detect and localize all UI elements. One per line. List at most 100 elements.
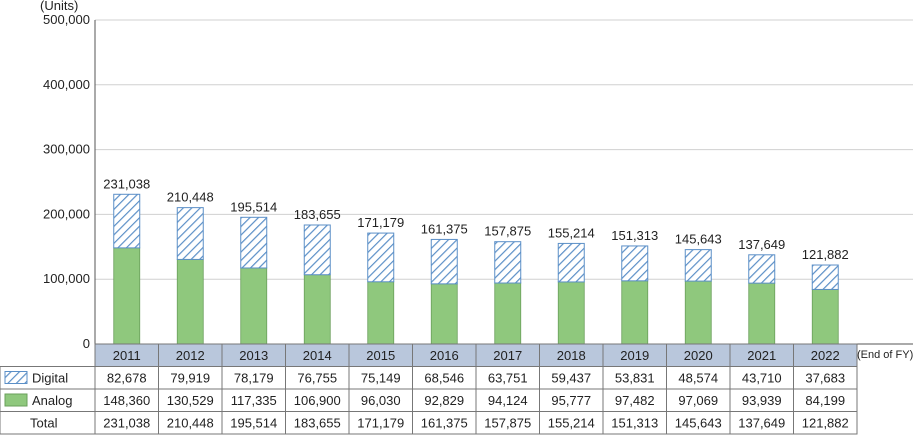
table-cell-total: 145,643 [675, 416, 722, 431]
table-cell-analog: 97,069 [678, 393, 718, 408]
table-cell-total: 161,375 [421, 416, 468, 431]
category-label: 2017 [493, 348, 522, 363]
bar-analog-2015 [367, 281, 395, 345]
table-cell-total: 157,875 [484, 416, 531, 431]
table-cell-analog: 95,777 [551, 393, 591, 408]
total-label-2017: 157,875 [484, 224, 531, 239]
table-cell-digital: 63,751 [488, 371, 528, 386]
bar-digital-2021 [748, 254, 776, 284]
y-unit-label: (Units) [40, 0, 78, 13]
bar-digital-2022 [811, 264, 839, 290]
bar-digital-2015 [367, 232, 395, 283]
bar-digital-2011 [113, 193, 141, 249]
bar-digital-2017 [494, 241, 522, 284]
data-table: 2011 2012 2013 2014 2015 2016 2017 2018 2019 2020… [0, 343, 858, 435]
legend-label-analog: Analog [32, 393, 72, 408]
table-cell-digital: 43,710 [742, 371, 782, 386]
table-cell-analog: 96,030 [361, 393, 401, 408]
table-cell-total: 195,514 [230, 416, 277, 431]
y-tick-label: 400,000 [43, 77, 90, 92]
table-cell-digital: 48,574 [678, 371, 718, 386]
total-label-2011: 231,038 [103, 176, 150, 191]
table-cell-total: 210,448 [167, 416, 214, 431]
bar-digital-2019 [621, 245, 649, 282]
category-label: 2014 [303, 348, 332, 363]
table-cell-digital: 68,546 [424, 371, 464, 386]
bars [113, 193, 839, 345]
bar-analog-2014 [303, 274, 331, 345]
bar-analog-2022 [811, 289, 839, 345]
bar-digital-2018 [557, 242, 585, 283]
bar-digital-2012 [176, 207, 204, 260]
bar-analog-2019 [621, 280, 649, 345]
total-label-2021: 137,649 [738, 237, 785, 252]
table-cell-digital: 79,919 [170, 371, 210, 386]
total-label-2019: 151,313 [611, 228, 658, 243]
category-label: 2019 [620, 348, 649, 363]
total-label-2014: 183,655 [294, 207, 341, 222]
total-label-2016: 161,375 [421, 221, 468, 236]
table-cell-digital: 75,149 [361, 371, 401, 386]
table-cell-total: 121,882 [802, 416, 849, 431]
x-suffix-label: (End of FY) [857, 349, 913, 361]
category-label: 2018 [557, 348, 586, 363]
y-tick-label: 0 [83, 336, 90, 351]
y-tick-label: 100,000 [43, 271, 90, 286]
y-axis-ticks: 0 100,000 200,000 300,000 400,000 500,000 [43, 12, 90, 351]
bar-analog-2013 [240, 267, 268, 345]
total-label-2022: 121,882 [802, 247, 849, 262]
legend-swatch-digital [4, 371, 28, 384]
bar-analog-2021 [748, 282, 776, 345]
table-cell-analog: 117,335 [231, 393, 277, 408]
bar-analog-2017 [494, 282, 522, 345]
table-cell-total: 183,655 [294, 416, 341, 431]
table-cell-total: 155,214 [548, 416, 595, 431]
total-label-2012: 210,448 [167, 190, 214, 205]
category-label: 2022 [811, 348, 840, 363]
category-label: 2021 [747, 348, 776, 363]
table-cell-digital: 76,755 [297, 371, 337, 386]
table-cell-total: 231,038 [103, 416, 150, 431]
category-label: 2020 [684, 348, 713, 363]
table-cell-analog: 94,124 [488, 393, 528, 408]
table-cell-analog: 130,529 [167, 393, 214, 408]
category-label: 2016 [430, 348, 459, 363]
y-tick-label: 500,000 [43, 12, 90, 27]
y-tick-label: 200,000 [43, 206, 90, 221]
table-cell-total: 137,649 [738, 416, 785, 431]
table-cell-analog: 84,199 [805, 393, 845, 408]
table-cell-analog: 106,900 [294, 393, 341, 408]
bar-digital-2020 [684, 249, 712, 282]
table-cell-digital: 37,683 [805, 371, 845, 386]
category-label: 2012 [176, 348, 205, 363]
table-cell-digital: 59,437 [551, 371, 591, 386]
bar-analog-2018 [557, 281, 585, 345]
total-labels: 231,038 210,448 195,514 183,655 171,179 161,3… [103, 176, 849, 262]
total-label-2020: 145,643 [675, 232, 722, 247]
table-cell-total: 171,179 [357, 416, 404, 431]
table-cell-digital: 78,179 [234, 371, 274, 386]
total-label-2015: 171,179 [357, 215, 404, 230]
table-cell-analog: 97,482 [615, 393, 655, 408]
bar-analog-2012 [176, 259, 204, 345]
table-cell-analog: 93,939 [742, 393, 782, 408]
total-label-2018: 155,214 [548, 225, 595, 240]
bar-digital-2013 [240, 216, 268, 269]
category-label: 2015 [366, 348, 395, 363]
table-cell-digital: 82,678 [107, 371, 147, 386]
table-cell-analog: 148,360 [103, 393, 150, 408]
bar-digital-2014 [303, 224, 331, 276]
bar-digital-2016 [430, 238, 458, 285]
legend-label-digital: Digital [32, 371, 68, 386]
table-cell-analog: 92,829 [424, 393, 464, 408]
bar-analog-2020 [684, 280, 712, 345]
category-label: 2011 [113, 348, 141, 363]
bar-analog-2016 [430, 283, 458, 345]
category-label: 2013 [239, 348, 268, 363]
table-cell-digital: 53,831 [615, 371, 655, 386]
y-tick-label: 300,000 [43, 142, 90, 157]
legend-swatch-analog [4, 393, 28, 407]
table-cell-total: 151,313 [611, 416, 658, 431]
bar-analog-2011 [113, 247, 141, 345]
